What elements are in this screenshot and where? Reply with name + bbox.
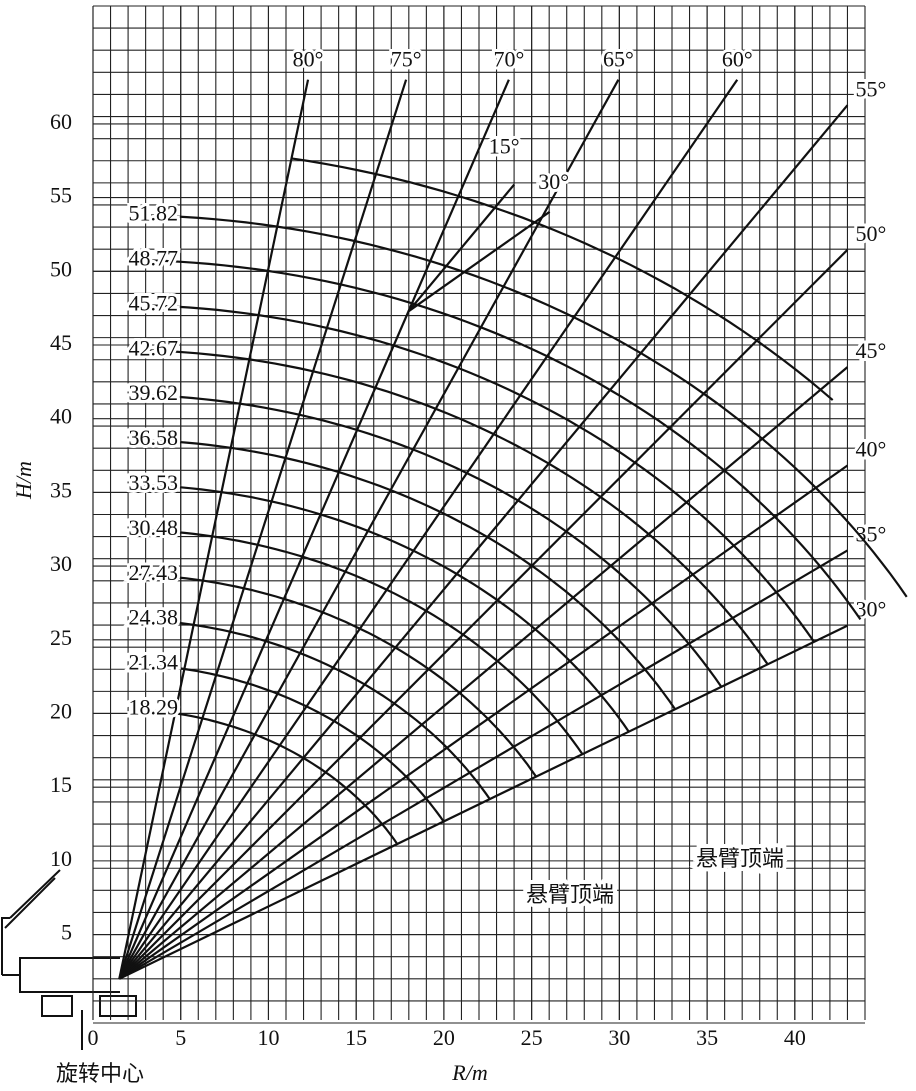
boom-angle-ray [118,464,849,980]
y-tick-label: 10 [50,846,72,871]
x-tick-label: 0 [88,1025,99,1050]
boom-angle-label: 80° [293,47,324,72]
boom-length-arc [147,304,815,643]
jib-line [407,210,551,313]
y-tick-label: 55 [50,183,72,208]
boom-angle-ray [118,249,849,980]
boom-angle-label: 50° [855,221,886,246]
crane-body [1,869,137,1050]
y-tick-label: 30 [50,551,72,576]
jib-tip-arc [291,157,834,401]
boom-length-arc [149,259,862,621]
boom-length-label: 18.29 [129,694,179,719]
boom-angle-ray [118,366,849,980]
boom-angle-ray [118,624,848,980]
boom-angle-ray [118,549,849,980]
boom-angle-ray [118,79,408,980]
x-tick-label: 15 [345,1025,367,1050]
y-tick-label: 60 [50,109,72,134]
boom-angle-ray [118,79,310,980]
boom-length-arc [130,708,399,845]
jib-offset-label: 15° [489,134,520,159]
y-tick-label: 35 [50,477,72,502]
boom-length-arc [145,349,769,665]
boom-length-arc [139,483,630,733]
boom-length-label: 27.43 [129,560,179,585]
boom-length-label: 21.34 [129,649,179,674]
boom-length-label: 42.67 [129,335,179,360]
boom-angle-ray [118,104,849,980]
boom-angle-label: 35° [855,522,886,547]
y-axis-label: H/m [11,461,36,500]
boom-length-arc [137,528,584,755]
boom-length-label: 36.58 [129,425,179,450]
boom-length-label: 45.72 [129,290,179,315]
x-tick-label: 20 [433,1025,455,1050]
x-tick-label: 40 [784,1025,806,1050]
boom-length-label: 30.48 [129,515,179,540]
boom-angle-ray [118,79,510,980]
y-tick-label: 25 [50,625,72,650]
boom-angle-ray [118,79,620,980]
x-tick-label: 35 [696,1025,718,1050]
y-tick-label: 15 [50,772,72,797]
boom-angle-label: 65° [603,47,634,72]
x-tick-label: 30 [608,1025,630,1050]
boom-length-arc [134,618,491,800]
annotation: 悬臂顶端 [696,847,784,872]
boom-length-arc [132,663,445,823]
x-tick-label: 10 [257,1025,279,1050]
boom-length-label: 39.62 [129,380,179,405]
y-tick-label: 45 [50,330,72,355]
y-tick-label: 20 [50,699,72,724]
annotation: 旋转中心 [56,1062,144,1087]
boom-length-label: 51.82 [129,201,179,226]
boom-length-arc [136,573,537,778]
boom-angle-label: 30° [855,597,886,622]
annotation: 悬臂顶端 [526,883,614,908]
boom-length-label: 48.77 [129,245,179,270]
y-tick-label: 40 [50,404,72,429]
boom-length-label: 33.53 [129,470,179,495]
boom-angle-label: 40° [855,437,886,462]
y-tick-label: 5 [61,920,72,945]
x-tick-label: 25 [521,1025,543,1050]
boom-length-arc [150,214,908,598]
boom-angle-ray [118,79,739,980]
x-axis-label: R/m [451,1060,487,1085]
boom-angle-label: 75° [391,47,422,72]
jib-offset-label: 30° [538,169,569,194]
boom-angle-label: 70° [493,47,524,72]
boom-angle-label: 55° [855,76,886,101]
x-tick-label: 5 [175,1025,186,1050]
boom-angle-label: 45° [855,338,886,363]
boom-length-arc [143,394,723,688]
jib-line [407,183,516,313]
boom-length-label: 24.38 [129,605,179,630]
boom-length-arc [141,438,677,710]
y-tick-label: 50 [50,256,72,281]
boom-angle-label: 60° [722,47,753,72]
